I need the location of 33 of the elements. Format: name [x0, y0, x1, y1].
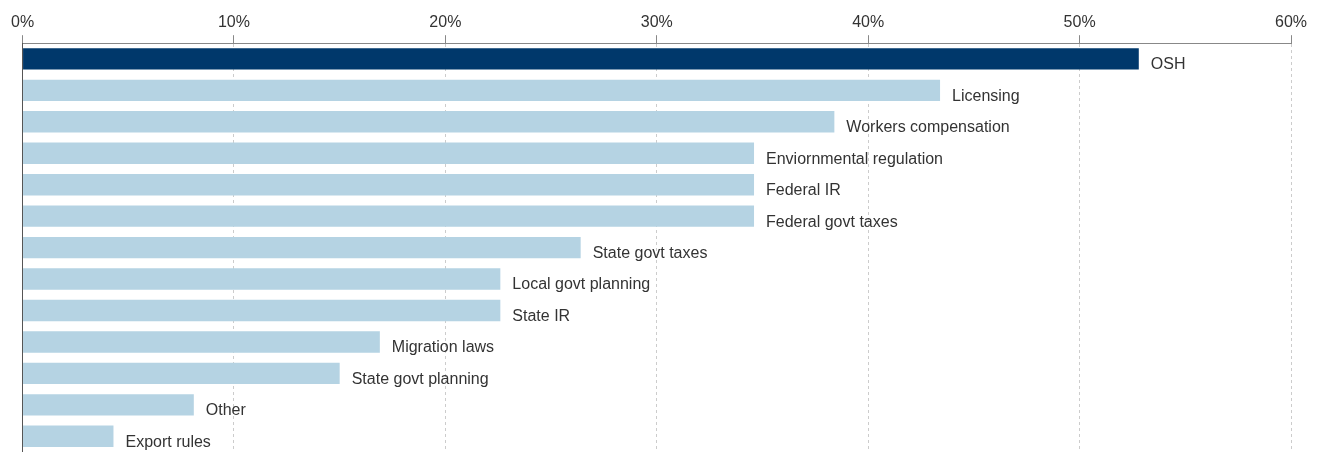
- y-tick-label: State govt taxes: [592, 244, 708, 262]
- y-tick-label: Workers compensation: [846, 118, 1010, 136]
- y-tick-label: OSH: [1150, 55, 1186, 73]
- bar: [23, 174, 755, 196]
- y-tick-label: Migration laws: [391, 338, 495, 356]
- x-tick-label: 30%: [640, 13, 673, 31]
- x-tick-label: 0%: [11, 13, 35, 31]
- x-tick-label: 50%: [1063, 13, 1096, 31]
- bar: [23, 111, 835, 133]
- bar: [23, 236, 581, 259]
- bar: [23, 205, 755, 227]
- x-tick-label: 10%: [217, 13, 250, 31]
- y-tick-label: Local govt planning: [512, 275, 651, 293]
- y-tick-label: Federal IR: [766, 181, 841, 199]
- bar: [23, 268, 501, 290]
- y-tick-label: Enviornmental regulation: [766, 149, 944, 167]
- y-tick-label: State govt planning: [351, 369, 489, 387]
- x-tick-label: 20%: [429, 13, 462, 31]
- y-tick-label: State IR: [512, 306, 571, 324]
- y-tick-label: Federal govt taxes: [766, 212, 898, 230]
- bar: [23, 299, 501, 322]
- x-tick-label: 60%: [1274, 13, 1308, 31]
- y-tick-label: Other: [205, 401, 247, 419]
- y-tick-label: Licensing: [952, 86, 1020, 104]
- bar: [23, 362, 340, 385]
- bar: [23, 79, 941, 102]
- y-tick-label: Export rules: [125, 432, 211, 450]
- bar: [23, 142, 755, 164]
- x-tick-label: 40%: [852, 13, 885, 31]
- bar: [23, 48, 1139, 70]
- bar: [23, 331, 380, 353]
- bar: [23, 394, 194, 416]
- bar: [23, 425, 114, 447]
